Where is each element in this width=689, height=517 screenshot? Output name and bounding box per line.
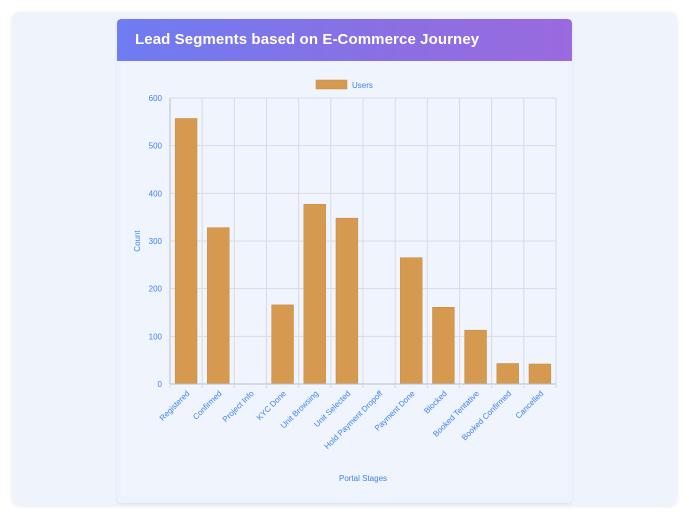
card-title: Lead Segments based on E-Commerce Journe… — [135, 31, 480, 48]
bar-registered[interactable] — [174, 118, 198, 385]
bar-cancelled[interactable] — [528, 363, 552, 385]
bar-booked-confirmed[interactable] — [496, 363, 519, 385]
x-tick-label: Registered — [158, 389, 192, 423]
y-tick-label: 100 — [149, 332, 163, 341]
card-header: Lead Segments based on E-Commerce Journe… — [117, 19, 572, 61]
y-tick-label: 600 — [149, 94, 163, 103]
bar-kyc-done[interactable] — [271, 304, 294, 385]
bar-payment-done[interactable] — [400, 257, 423, 385]
x-tick-label: Confirmed — [191, 389, 223, 421]
bar-unit-selected[interactable] — [335, 217, 359, 385]
x-tick-label: Cancelled — [514, 389, 546, 421]
bar-unit-browsing[interactable] — [303, 204, 326, 385]
y-tick-label: 0 — [158, 380, 163, 389]
x-tick-label: KYC Done — [255, 389, 288, 422]
x-tick-label: Project Info — [221, 389, 256, 424]
x-tick-label: Blocked — [422, 389, 448, 415]
y-axis-title: Count — [133, 230, 142, 252]
bars — [174, 118, 552, 385]
bar-blocked[interactable] — [432, 307, 455, 385]
legend-swatch — [315, 79, 348, 90]
bar-confirmed[interactable] — [207, 227, 230, 385]
legend-label: Users — [352, 81, 373, 90]
axes — [169, 98, 557, 388]
y-tick-label: 500 — [149, 142, 163, 151]
y-tick-label: 300 — [149, 237, 163, 246]
legend[interactable]: Users — [315, 79, 373, 90]
y-tick-label: 200 — [149, 285, 163, 294]
x-tick-label: Hold Payment Dropoff — [323, 389, 385, 451]
y-tick-label: 400 — [149, 189, 163, 198]
x-axis-title: Portal Stages — [339, 474, 387, 483]
bar-booked-tentative[interactable] — [464, 329, 487, 385]
